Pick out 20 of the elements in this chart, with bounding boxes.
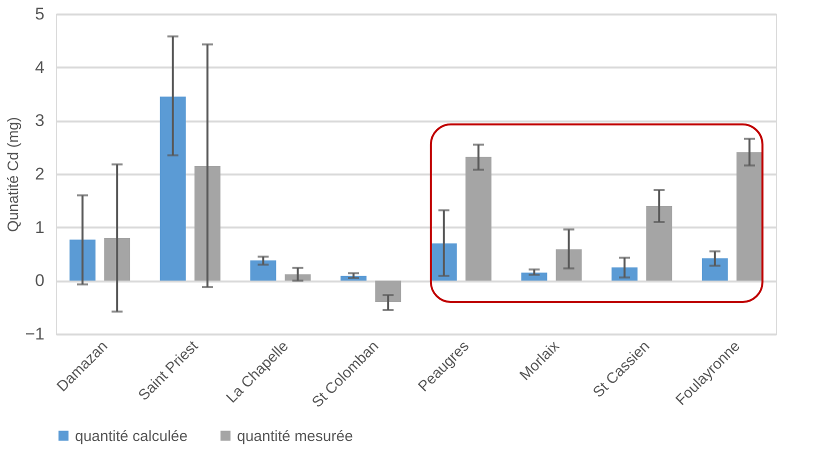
bar — [465, 156, 492, 281]
y-axis-title: Qunatité Cd (mg) — [5, 116, 22, 232]
y-tick-label: 2 — [35, 164, 44, 184]
bar — [702, 258, 728, 281]
y-tick-label: 0 — [35, 271, 44, 290]
bar — [194, 166, 220, 281]
bar — [375, 280, 402, 302]
bar — [736, 152, 762, 281]
bar — [160, 96, 186, 281]
legend-label: quantité mesurée — [237, 428, 353, 445]
y-tick-label: 5 — [35, 4, 44, 24]
bar — [646, 206, 672, 281]
y-tick-label: 1 — [35, 218, 44, 237]
y-tick-label: −1 — [25, 324, 44, 344]
y-tick-label: 4 — [35, 58, 44, 77]
bar — [104, 238, 130, 281]
bar — [250, 260, 276, 281]
legend-label: quantité calculée — [75, 428, 188, 445]
bar — [556, 249, 582, 281]
y-tick-label: 3 — [35, 111, 44, 130]
